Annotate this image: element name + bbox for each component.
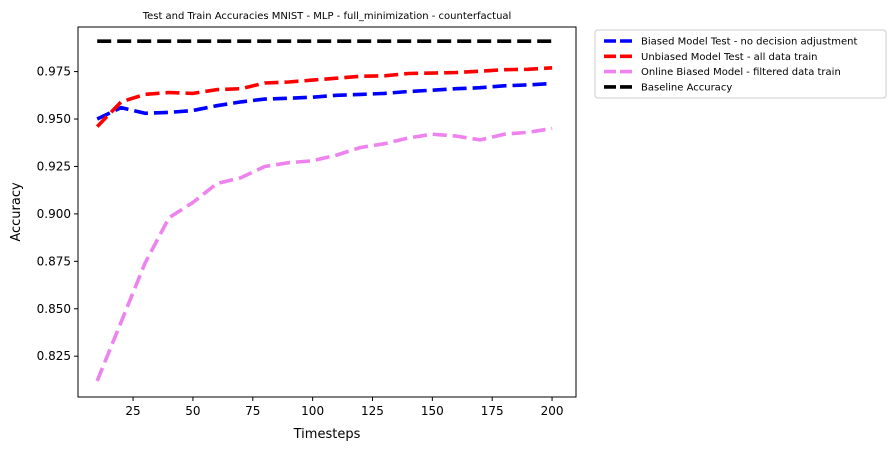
series-line-online-biased-model-filtered-data-train (95, 126, 553, 382)
y-tick-label: 0.850 (37, 302, 71, 316)
y-tick-label: 0.875 (37, 254, 71, 268)
legend-label: Online Biased Model - filtered data trai… (641, 67, 841, 78)
x-tick-label: 125 (361, 404, 384, 418)
legend-frame (594, 29, 887, 99)
y-tick-label: 0.825 (37, 349, 71, 363)
x-tick-label: 50 (185, 404, 200, 418)
plot-frame (77, 26, 577, 398)
x-tick-label: 150 (421, 404, 444, 418)
series-layer (95, 39, 553, 382)
y-axis: 0.825 0.850 0.875 0.900 0.925 0.950 0.975 (37, 65, 78, 363)
plot-area: 25 50 75 100 125 150 175 200 0.825 0.850 0.875 0.9… (37, 26, 577, 418)
legend-label: Baseline Accuracy (641, 82, 732, 93)
legend-label: Unbiased Model Test - all data train (641, 52, 818, 63)
x-tick-label: 75 (245, 404, 260, 418)
series-line-unbiased-model-test-all-data-train (95, 66, 553, 128)
y-tick-label: 0.900 (37, 207, 71, 221)
legend-label: Biased Model Test - no decision adjustme… (641, 37, 858, 48)
x-tick-label: 25 (125, 404, 140, 418)
x-axis-title: Timesteps (293, 427, 361, 442)
legend: Biased Model Test - no decision adjustme… (594, 29, 887, 99)
chart-title: Test and Train Accuracies MNIST - MLP - … (142, 11, 512, 22)
x-tick-label: 200 (541, 404, 564, 418)
x-tick-label: 100 (301, 404, 324, 418)
x-tick-label: 175 (481, 404, 504, 418)
series-line-biased-model-test-no-decision-adjustment (96, 81, 553, 121)
x-axis: 25 50 75 100 125 150 175 200 (125, 397, 564, 418)
y-tick-label: 0.950 (37, 112, 71, 126)
y-tick-label: 0.925 (37, 159, 71, 173)
y-tick-label: 0.975 (37, 65, 71, 79)
y-axis-title: Accuracy (9, 182, 24, 242)
